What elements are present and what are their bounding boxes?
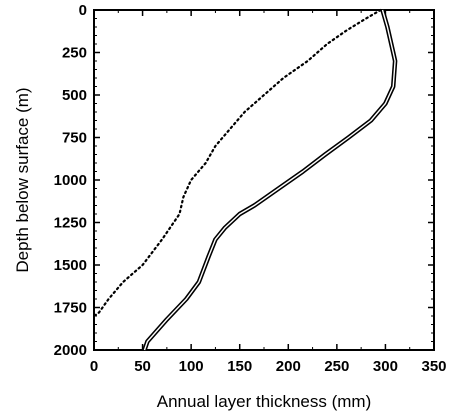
- y-axis-title: Depth below surface (m): [13, 87, 32, 272]
- plot-frame: [93, 9, 435, 351]
- y-tick-label: 1750: [54, 300, 87, 317]
- y-tick-label: 250: [62, 45, 87, 62]
- tick-labels: 0 50 100 150 200 250 300 350 0 250 500 750 1000 1250 1…: [54, 2, 447, 375]
- axis-ticks: [93, 9, 435, 351]
- y-tick-label: 2000: [54, 342, 87, 359]
- x-tick-label: 300: [373, 358, 398, 375]
- series-line-solid: [142, 9, 398, 351]
- y-tick-label: 1250: [54, 215, 87, 232]
- axis-frame: [93, 9, 435, 351]
- x-tick-label: 0: [90, 358, 98, 375]
- x-tick-label: 150: [227, 358, 252, 375]
- series-layer: [92, 8, 398, 351]
- series-line-dotted: [92, 8, 382, 318]
- y-tick-label: 500: [62, 87, 87, 104]
- x-tick-label: 200: [276, 358, 301, 375]
- series-line-solid-inner: [143, 9, 396, 351]
- x-tick-label: 100: [179, 358, 204, 375]
- y-tick-label: 0: [79, 2, 87, 19]
- y-tick-label: 1000: [54, 172, 87, 189]
- y-tick-label: 1500: [54, 257, 87, 274]
- y-tick-label: 750: [62, 130, 87, 147]
- x-tick-label: 250: [324, 358, 349, 375]
- x-axis-title: Annual layer thickness (mm): [157, 392, 371, 411]
- x-tick-label: 50: [134, 358, 151, 375]
- x-tick-label: 350: [421, 358, 446, 375]
